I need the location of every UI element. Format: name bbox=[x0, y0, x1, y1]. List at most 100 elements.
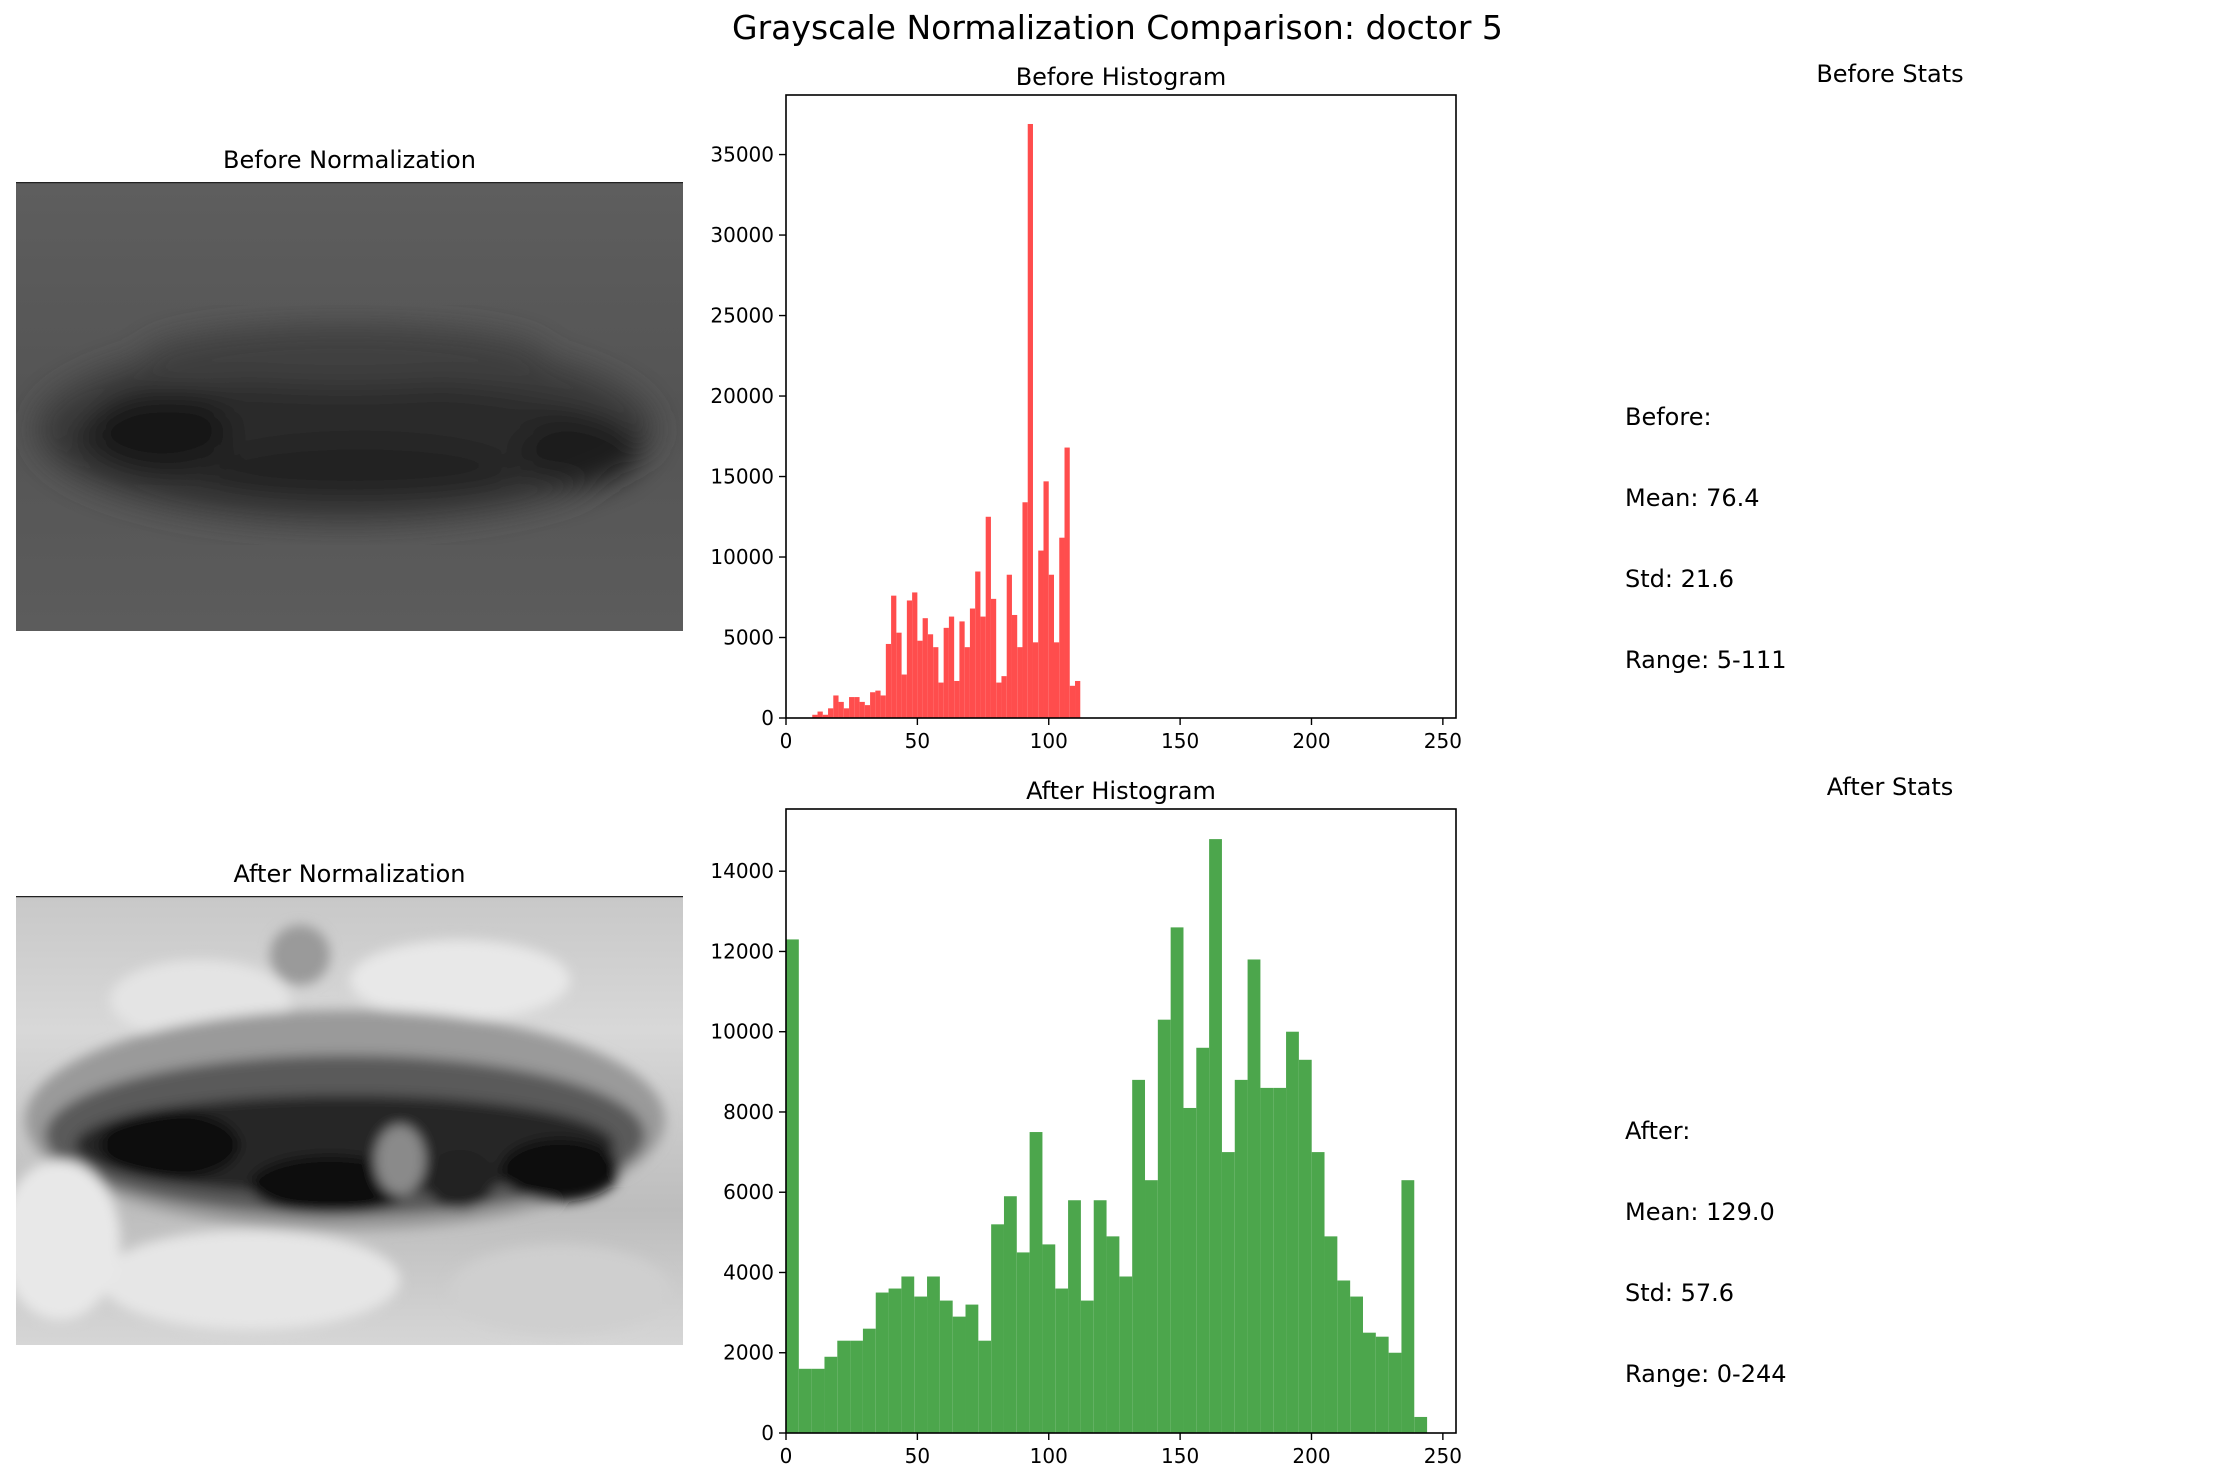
histogram-bar bbox=[812, 714, 818, 718]
y-tick-label: 12000 bbox=[710, 939, 774, 963]
histogram-bar bbox=[943, 627, 949, 718]
histogram-bar bbox=[891, 595, 897, 718]
histogram-bar bbox=[1286, 1031, 1299, 1433]
histogram-bar bbox=[1209, 839, 1222, 1433]
histogram-bar bbox=[850, 1340, 863, 1433]
histogram-bar bbox=[969, 608, 976, 718]
histogram-bar bbox=[933, 647, 939, 718]
histogram-bar bbox=[980, 616, 986, 718]
before-stats-line: Mean: 76.4 bbox=[1625, 484, 1760, 512]
x-tick-label: 150 bbox=[1161, 1444, 1199, 1468]
histogram-bar bbox=[1298, 1059, 1312, 1433]
histogram-bar bbox=[1016, 1252, 1030, 1433]
histogram-bar bbox=[1064, 447, 1070, 718]
histogram-bar bbox=[854, 697, 860, 718]
y-tick-label: 4000 bbox=[723, 1260, 774, 1284]
histogram-bar bbox=[1221, 1152, 1235, 1433]
axes-frame bbox=[785, 808, 1457, 1434]
histogram-bar bbox=[1132, 1079, 1146, 1433]
y-tick-label: 25000 bbox=[710, 304, 774, 328]
histogram-bar bbox=[1234, 1079, 1248, 1433]
histogram-bar bbox=[1273, 1087, 1287, 1433]
histogram-bar bbox=[1068, 1200, 1081, 1433]
x-tick-label: 0 bbox=[780, 1444, 793, 1468]
histogram-bar bbox=[1093, 1200, 1107, 1433]
histogram-bar bbox=[954, 680, 960, 718]
histogram-bar bbox=[1038, 550, 1044, 718]
histogram-bar bbox=[1043, 481, 1049, 718]
histogram-bar bbox=[1311, 1152, 1325, 1433]
histogram-bar bbox=[991, 1224, 1004, 1433]
histogram-bar bbox=[798, 1368, 812, 1433]
x-tick-label: 200 bbox=[1292, 729, 1330, 753]
x-tick-label: 100 bbox=[1030, 1444, 1068, 1468]
x-tick-label: 100 bbox=[1030, 729, 1068, 753]
histogram-bar bbox=[896, 632, 902, 718]
histogram-bar bbox=[952, 1316, 966, 1433]
y-tick-label: 6000 bbox=[723, 1180, 774, 1204]
before-stats-line: Before: bbox=[1625, 403, 1712, 431]
x-tick-label: 0 bbox=[780, 729, 793, 753]
after-histogram: After Histogram 0 50 100 150 200 250 0 2000 4000 6… bbox=[710, 777, 1462, 1468]
histogram-bar bbox=[875, 1292, 889, 1433]
y-tick-label: 30000 bbox=[710, 223, 774, 247]
y-tick-label: 10000 bbox=[710, 545, 774, 569]
y-tick-label: 20000 bbox=[710, 384, 774, 408]
histogram-bar bbox=[1145, 1180, 1158, 1433]
histogram-bar bbox=[786, 939, 799, 1433]
histogram-bar bbox=[888, 1288, 902, 1433]
histogram-bar bbox=[1247, 959, 1261, 1433]
histogram-bar bbox=[1001, 676, 1007, 718]
axes-frame bbox=[785, 94, 1457, 719]
histogram-bar bbox=[1017, 647, 1023, 718]
y-tick-label: 0 bbox=[761, 706, 774, 730]
histogram-bar bbox=[964, 647, 970, 718]
after-stats-title: After Stats bbox=[1826, 773, 1954, 801]
histogram-bar bbox=[1080, 1300, 1094, 1433]
histogram-bar bbox=[1324, 1236, 1338, 1433]
histogram-bar bbox=[1022, 502, 1028, 718]
histogram-bar bbox=[828, 708, 834, 718]
histogram-bar bbox=[1032, 642, 1039, 718]
histogram-bar bbox=[1196, 1047, 1210, 1433]
histogram-bar bbox=[901, 1276, 915, 1433]
histogram-bar bbox=[990, 598, 997, 718]
histogram-bar bbox=[833, 695, 839, 718]
histogram-bar bbox=[939, 1300, 953, 1433]
x-tick-label: 50 bbox=[905, 1444, 930, 1468]
histogram-bar bbox=[1362, 1332, 1376, 1433]
x-tick-label: 150 bbox=[1161, 729, 1199, 753]
histogram-bar bbox=[1006, 574, 1012, 718]
histogram-bar bbox=[1003, 1196, 1017, 1433]
histogram-bar bbox=[1183, 1107, 1197, 1433]
after-normalization-image bbox=[16, 896, 683, 1345]
histogram-bar bbox=[912, 592, 918, 718]
histogram-bar bbox=[917, 640, 923, 718]
before-stats-text: Before: Mean: 76.4 Std: 21.6 Range: 5-11… bbox=[1625, 350, 1787, 701]
y-tick-label: 35000 bbox=[710, 143, 774, 167]
histogram-bar bbox=[1401, 1180, 1415, 1433]
histogram-bar bbox=[938, 682, 944, 718]
histogram-bar bbox=[1042, 1244, 1056, 1433]
histogram-bar bbox=[837, 1340, 851, 1433]
histogram-bar bbox=[1157, 1019, 1171, 1433]
histogram-bar bbox=[975, 571, 981, 718]
y-tick-label: 8000 bbox=[723, 1100, 774, 1124]
histogram-bar bbox=[824, 1356, 838, 1433]
before-stats-line: Std: 21.6 bbox=[1625, 565, 1735, 593]
histogram-bar bbox=[1388, 1352, 1402, 1433]
histogram-bar bbox=[901, 674, 907, 718]
histogram-bar bbox=[875, 690, 881, 718]
histogram-bar bbox=[822, 714, 829, 718]
after-image-title: After Normalization bbox=[233, 860, 466, 888]
histogram-bar bbox=[838, 701, 844, 718]
histogram-bar bbox=[843, 708, 850, 718]
histogram-bar bbox=[1011, 614, 1018, 718]
before-normalization-image bbox=[16, 182, 683, 631]
histogram-bar bbox=[922, 618, 928, 718]
y-tick-label: 15000 bbox=[710, 465, 774, 489]
before-histogram: Before Histogram 0 50 100 150 200 250 0 5000 1000… bbox=[710, 63, 1462, 753]
histogram-bar bbox=[1106, 1236, 1120, 1433]
histogram-bar bbox=[811, 1368, 825, 1433]
